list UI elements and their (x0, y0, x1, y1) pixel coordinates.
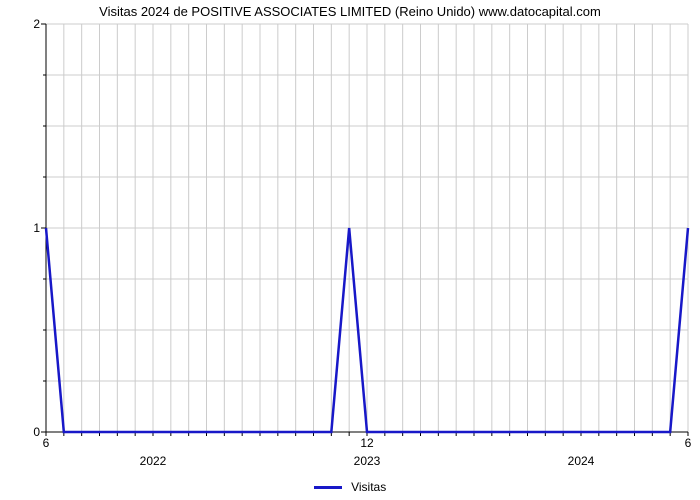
x-year-label: 2023 (354, 454, 381, 468)
plot-area: 0126126202220232024 (46, 24, 688, 432)
x-year-label: 2024 (568, 454, 595, 468)
chart-svg (46, 24, 688, 432)
legend: Visitas (0, 479, 700, 494)
legend-label: Visitas (351, 480, 386, 494)
x-month-label: 6 (43, 436, 50, 450)
chart-title: Visitas 2024 de POSITIVE ASSOCIATES LIMI… (0, 4, 700, 19)
x-year-label: 2022 (140, 454, 167, 468)
y-tick-label: 2 (33, 17, 40, 31)
legend-swatch (314, 486, 342, 489)
y-tick-label: 0 (33, 425, 40, 439)
y-tick-label: 1 (33, 221, 40, 235)
x-month-label: 12 (360, 436, 373, 450)
x-month-label: 6 (685, 436, 692, 450)
